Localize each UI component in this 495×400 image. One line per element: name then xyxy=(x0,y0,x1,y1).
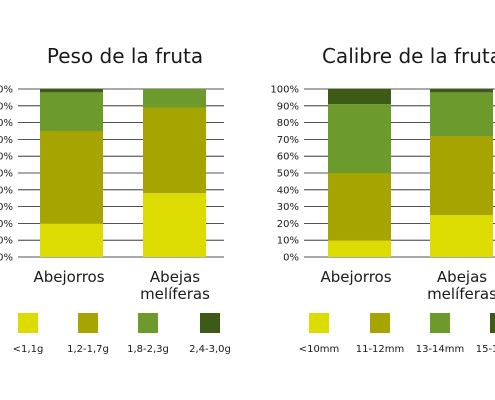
calibre-y-tick-label: 70% xyxy=(277,135,299,146)
calibre-y-tick-label: 90% xyxy=(277,101,299,112)
peso-bar-segment xyxy=(40,223,103,257)
peso-y-tick-label: 0% xyxy=(0,253,13,264)
peso-y-tick-label: 90% xyxy=(0,101,13,112)
calibre-bar-segment xyxy=(430,215,493,257)
calibre-bar-segment xyxy=(328,173,391,241)
calibre-y-tick-label: 50% xyxy=(277,169,299,180)
peso-category-label: Abejorros xyxy=(33,268,104,286)
peso-category-label: Abejas melíferas xyxy=(140,268,210,303)
peso-legend-swatch xyxy=(78,313,98,333)
peso-chart-title: Peso de la fruta xyxy=(47,44,203,68)
peso-legend-swatch xyxy=(138,313,158,333)
calibre-chart-title: Calibre de la fruta xyxy=(322,44,495,68)
peso-legend-swatch xyxy=(200,313,220,333)
calibre-bar-segment xyxy=(328,104,391,173)
calibre-bar-segment xyxy=(328,240,391,257)
calibre-legend-swatch xyxy=(370,313,390,333)
peso-bar-segment xyxy=(143,89,206,108)
calibre-y-tick-label: 30% xyxy=(277,202,299,213)
peso-legend-label: <1,1g xyxy=(13,344,44,355)
peso-legend-label: 1,2-1,7g xyxy=(67,344,109,355)
chart-peso: Peso de la fruta 0% 10% 20% 30% 40% 50% 60% 70% 8… xyxy=(0,44,231,355)
calibre-y-tick-label: 80% xyxy=(277,118,299,129)
calibre-legend-swatch xyxy=(309,313,329,333)
calibre-legend-label: 13-14mm xyxy=(416,344,465,355)
peso-y-tick-label: 20% xyxy=(0,219,13,230)
peso-y-tick-label: 60% xyxy=(0,152,13,163)
peso-legend-label: 2,4-3,0g xyxy=(189,344,231,355)
chart-calibre: Calibre de la fruta 0% 10% 20% 30% 40% 50% 60% 7… xyxy=(270,44,495,355)
calibre-legend-label: 15-16mm xyxy=(476,344,495,355)
calibre-legend-label: <10mm xyxy=(299,344,340,355)
calibre-legend-swatch xyxy=(430,313,450,333)
calibre-bar-segment xyxy=(430,89,493,93)
calibre-legend-label: 11-12mm xyxy=(356,344,405,355)
calibre-category-label: Abejorros xyxy=(320,268,391,286)
calibre-bar-segment xyxy=(328,89,391,105)
calibre-bar-segment xyxy=(430,136,493,215)
peso-y-tick-label: 10% xyxy=(0,236,13,247)
peso-bar-segment xyxy=(40,131,103,224)
peso-bar-segment xyxy=(143,107,206,194)
peso-legend-swatch xyxy=(18,313,38,333)
peso-y-tick-label: 100% xyxy=(0,85,13,96)
peso-y-tick-label: 50% xyxy=(0,169,13,180)
calibre-y-tick-label: 60% xyxy=(277,152,299,163)
peso-y-tick-label: 40% xyxy=(0,185,13,196)
peso-y-tick-label: 70% xyxy=(0,135,13,146)
calibre-category-label: Abejas melíferas xyxy=(427,268,495,303)
peso-y-tick-label: 80% xyxy=(0,118,13,129)
calibre-y-tick-label: 10% xyxy=(277,236,299,247)
peso-bar-segment xyxy=(40,89,103,93)
calibre-bar-segment xyxy=(430,92,493,137)
calibre-y-tick-label: 20% xyxy=(277,219,299,230)
peso-y-tick-label: 30% xyxy=(0,202,13,213)
peso-bar-segment xyxy=(40,92,103,131)
calibre-y-tick-label: 40% xyxy=(277,185,299,196)
calibre-y-tick-label: 100% xyxy=(270,85,299,96)
calibre-y-tick-label: 0% xyxy=(283,253,299,264)
calibre-legend-swatch xyxy=(490,313,495,333)
peso-bar-segment xyxy=(143,193,206,257)
peso-legend-label: 1,8-2,3g xyxy=(127,344,169,355)
